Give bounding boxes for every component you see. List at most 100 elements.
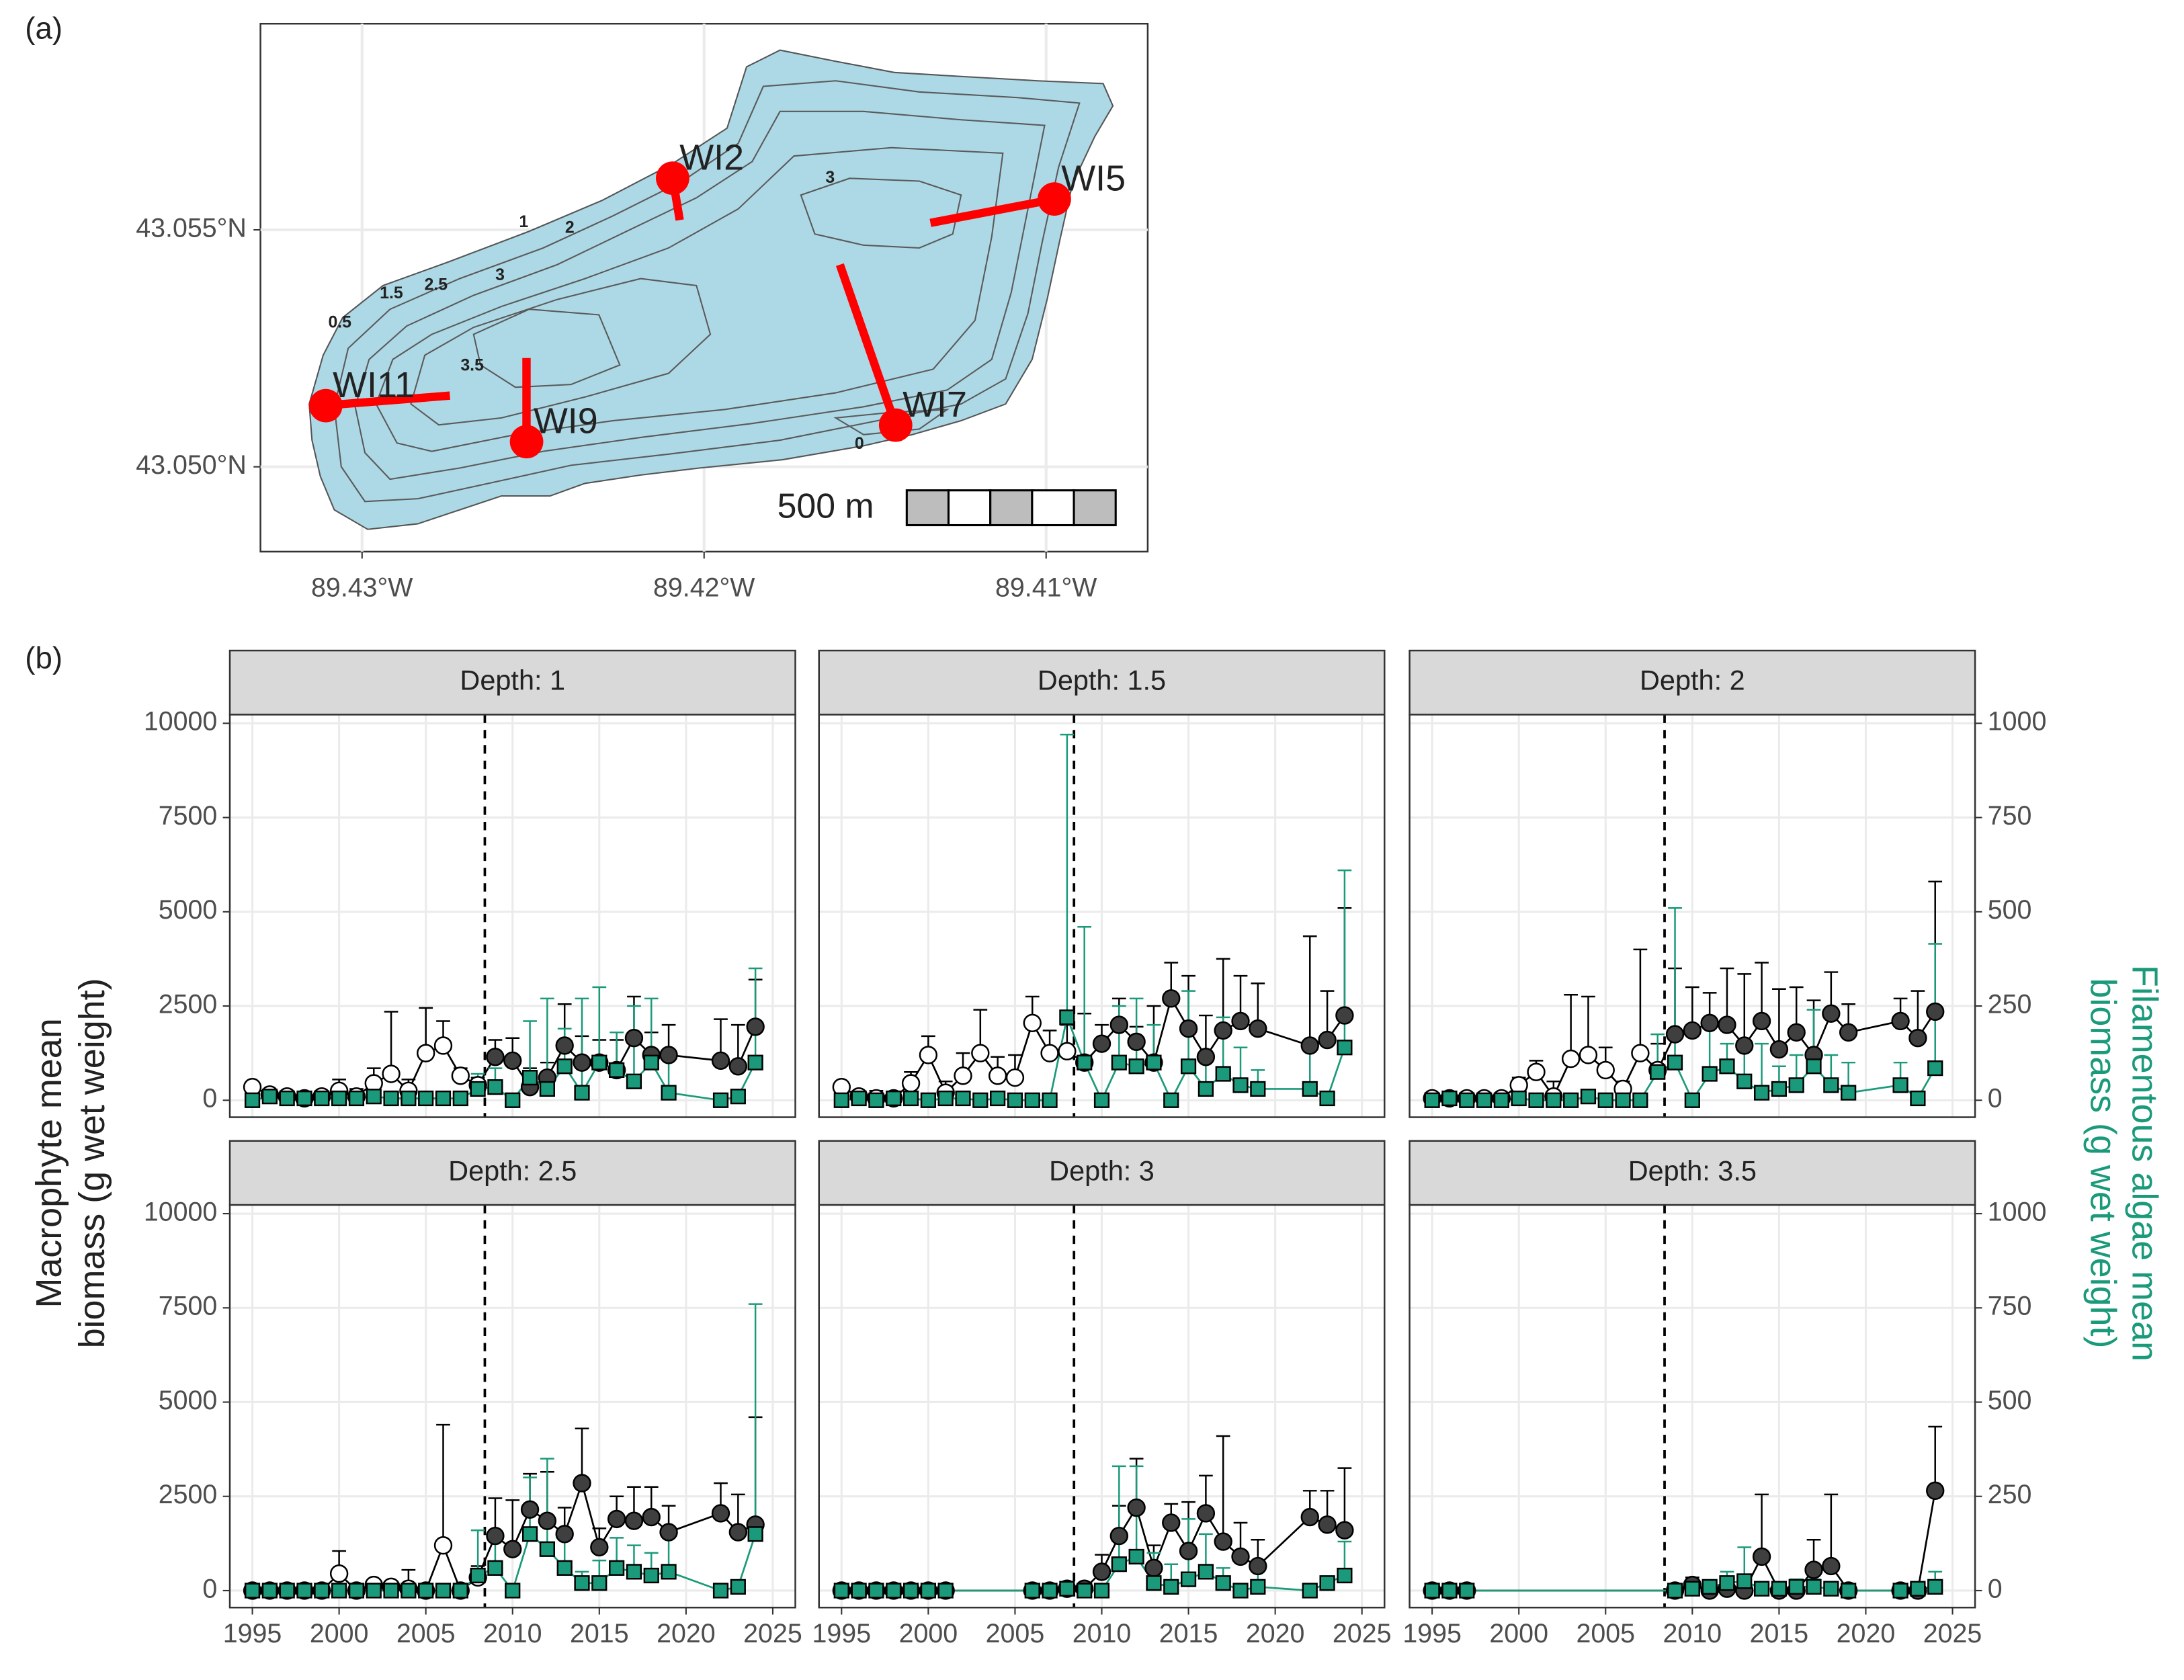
point [1927, 1060, 1943, 1077]
point [401, 1090, 417, 1107]
point [1249, 1556, 1267, 1576]
strip [1409, 1140, 1976, 1206]
contour-label: 3 [495, 265, 505, 284]
x-tick-label: 1995 [812, 1619, 872, 1648]
panel-label: (b) [25, 641, 62, 675]
y-tick-label: 5000 [159, 895, 218, 925]
point [1823, 1077, 1839, 1093]
point [1198, 1564, 1214, 1580]
point [382, 1064, 401, 1083]
site-label: WI2 [679, 137, 744, 177]
point [1527, 1062, 1546, 1081]
point [1441, 1090, 1458, 1107]
error-bar [592, 986, 607, 1063]
point [556, 1560, 573, 1576]
point [1493, 1092, 1509, 1108]
x-tick-label: 2000 [310, 1619, 369, 1648]
series-line [841, 996, 1345, 1099]
y-tick-label: 7500 [159, 1292, 218, 1321]
error-bar [748, 1303, 763, 1534]
point [1146, 1054, 1162, 1070]
point [1528, 1092, 1544, 1108]
point [643, 1567, 659, 1584]
point [1109, 1526, 1129, 1546]
point [1318, 1030, 1337, 1050]
map-y-tick-label: 43.055°N [136, 213, 247, 243]
error-bar [1111, 1465, 1126, 1564]
point [868, 1583, 884, 1599]
point [711, 1051, 730, 1070]
point [1788, 1077, 1804, 1093]
point [451, 1066, 470, 1085]
transect [835, 263, 900, 427]
y-axis-title: biomass (g wet weight) [72, 978, 112, 1348]
point [573, 1053, 591, 1072]
strip [228, 1140, 796, 1206]
point [261, 1583, 278, 1599]
point [1109, 1015, 1129, 1034]
transect [325, 391, 450, 410]
strip-label: Depth: 2.5 [448, 1154, 577, 1186]
point [1059, 1581, 1075, 1597]
point [1127, 1498, 1146, 1517]
point [711, 1504, 730, 1523]
site [1038, 182, 1071, 216]
point [624, 1029, 644, 1048]
panel-label: (a) [25, 11, 62, 46]
point [1335, 1006, 1354, 1025]
point [1300, 1036, 1319, 1055]
point [1752, 1011, 1771, 1031]
contour-label: 2.5 [424, 276, 448, 294]
facet: Depth: 2.5 1995 2000 2005 2010 2015 2020 2025 0 2… [144, 1140, 802, 1648]
point [261, 1089, 278, 1105]
contour-label: 3 [825, 168, 835, 187]
map-x-tick-label: 89.42°W [653, 573, 755, 602]
point [1231, 1547, 1250, 1566]
contour-labels: 0.5 1 2 1.5 2.5 3 3.5 3 0 [328, 168, 864, 453]
point [1180, 1571, 1197, 1587]
point [470, 1081, 486, 1097]
point [851, 1583, 867, 1599]
point [1441, 1583, 1458, 1599]
point [919, 1046, 938, 1064]
point [1927, 1579, 1943, 1595]
point [314, 1583, 330, 1599]
error-bar [1060, 733, 1075, 1017]
point [1337, 1567, 1353, 1584]
x-tick-label: 1995 [1402, 1619, 1462, 1648]
x-tick-label: 2020 [1837, 1619, 1896, 1648]
panel-border [818, 714, 1386, 1118]
error-bar [1755, 962, 1769, 1021]
point [1806, 1058, 1822, 1075]
point [1337, 1040, 1353, 1056]
point [1302, 1081, 1318, 1097]
point [1146, 1575, 1162, 1591]
point [1665, 1025, 1685, 1044]
point [590, 1538, 609, 1557]
error-bar [575, 997, 589, 1093]
x-tick-label: 2025 [743, 1619, 802, 1648]
point [624, 1511, 644, 1530]
point [1127, 1032, 1146, 1052]
x-tick-label: 2005 [396, 1619, 456, 1648]
point [1926, 1481, 1945, 1500]
point [746, 1017, 765, 1036]
point [712, 1583, 729, 1599]
x-tick-label: 2015 [1159, 1619, 1218, 1648]
point [1215, 1575, 1231, 1591]
panel-border [1409, 714, 1976, 1118]
error-bar [1928, 1425, 1943, 1491]
error-bar [1824, 1493, 1839, 1566]
point [1806, 1579, 1822, 1595]
point [902, 1583, 919, 1599]
x-tick-label: 2025 [1333, 1619, 1392, 1648]
point [1615, 1092, 1631, 1108]
point [505, 1092, 521, 1108]
point [1042, 1583, 1058, 1599]
point [486, 1526, 505, 1546]
point [1128, 1058, 1144, 1075]
point [366, 1089, 382, 1105]
point [1024, 1583, 1040, 1599]
